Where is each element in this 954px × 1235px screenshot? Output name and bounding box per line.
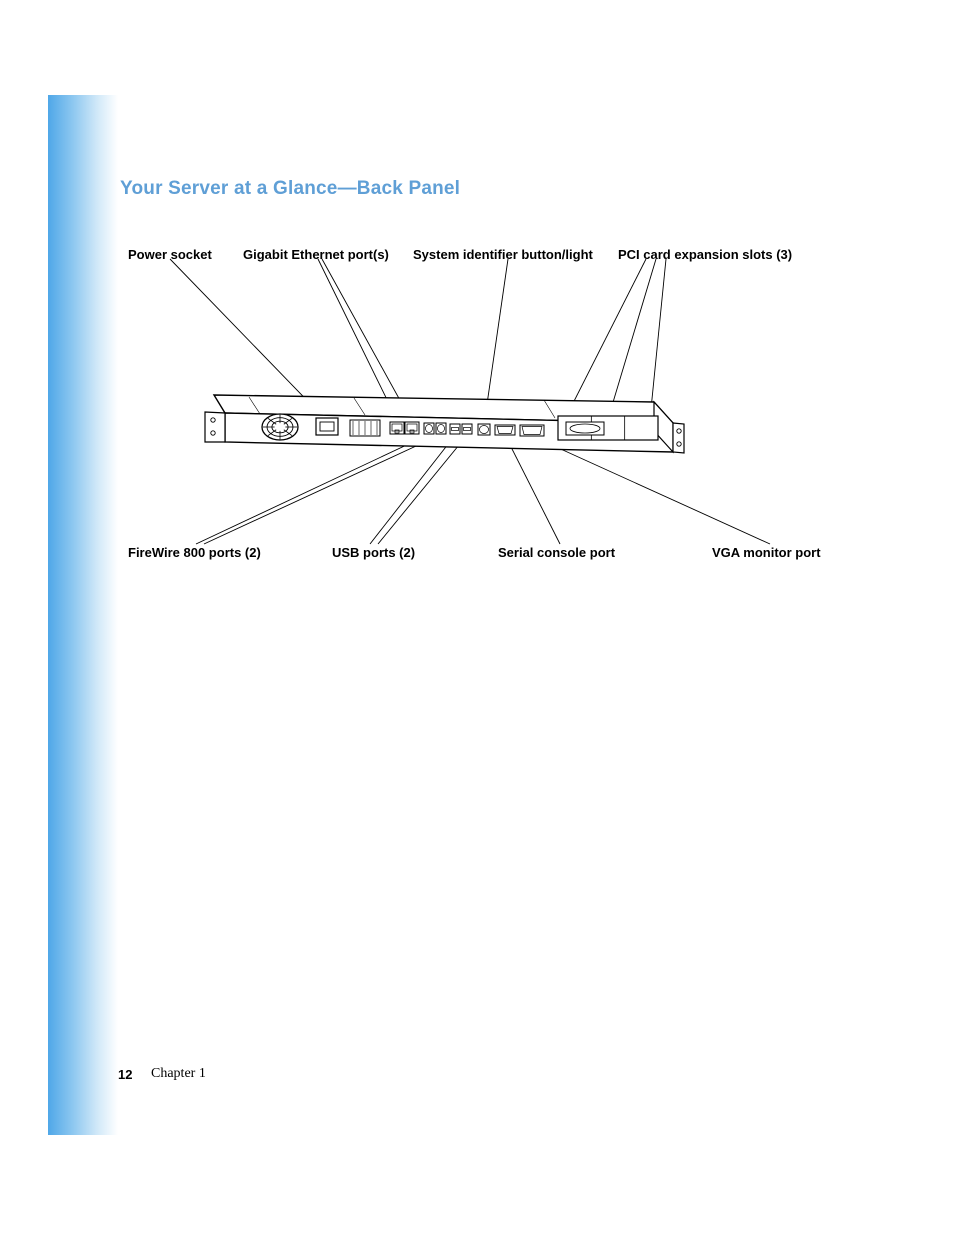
server-diagram [0,0,954,1235]
